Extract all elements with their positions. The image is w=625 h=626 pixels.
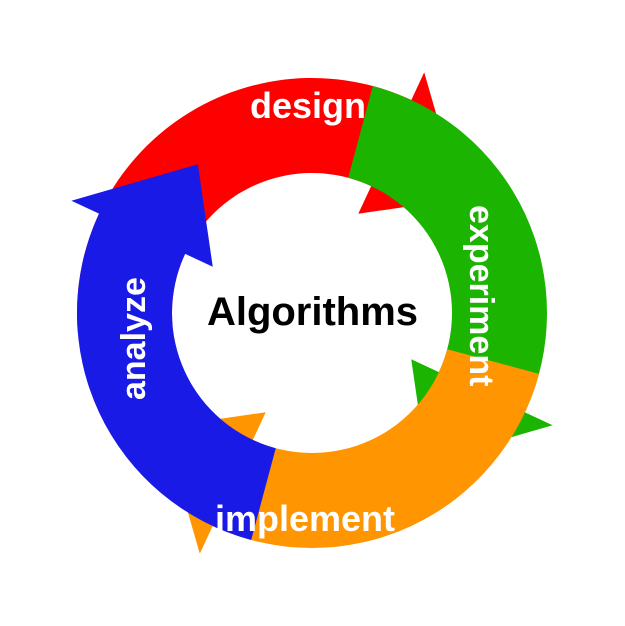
label-design: design bbox=[250, 85, 366, 127]
center-label: Algorithms bbox=[0, 290, 625, 335]
label-implement: implement bbox=[215, 498, 395, 540]
label-experiment: experiment bbox=[461, 205, 500, 386]
segment-analyze bbox=[71, 164, 275, 540]
label-analyze: analyze bbox=[115, 277, 154, 400]
cycle-diagram: Algorithms design experiment implement a… bbox=[0, 0, 625, 626]
